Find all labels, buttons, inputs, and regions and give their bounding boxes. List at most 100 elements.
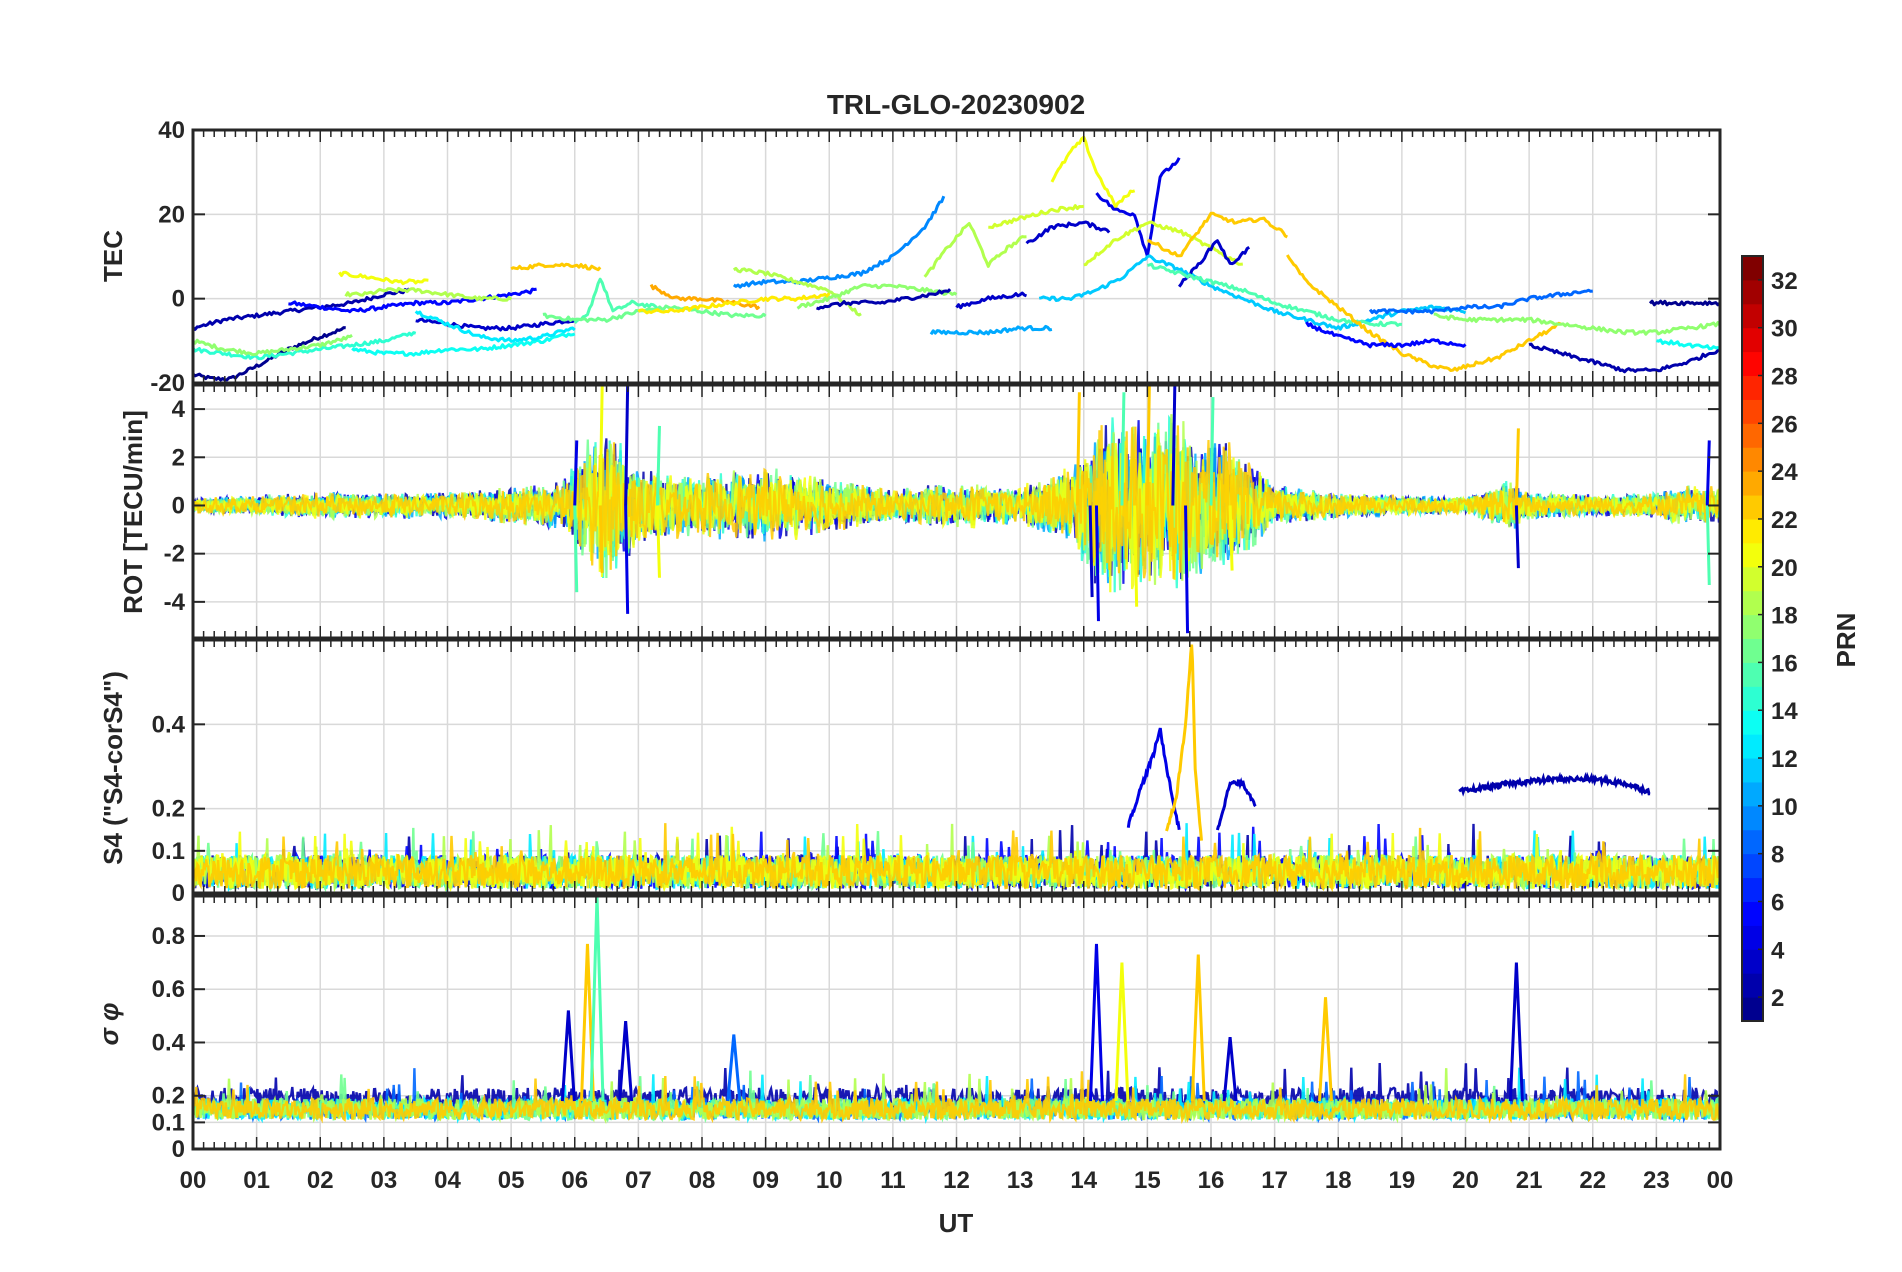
y-tick-label: 0.2 [152, 796, 185, 823]
panel-sigma: 00.10.2 0.4 0.6 0.8 σ φ [94, 894, 1722, 1163]
x-tick-label: 18 [1325, 1167, 1352, 1194]
tec-series-prn-12 [414, 310, 576, 343]
sigma-spike-prn-3 [618, 1021, 634, 1102]
y-tick-label: 0.8 [152, 923, 185, 950]
tec-series-prn-17 [796, 283, 958, 310]
x-tick-label: 20 [1452, 1167, 1479, 1194]
x-tick-label: 16 [1198, 1167, 1225, 1194]
colorbar-tick-label: 26 [1771, 411, 1798, 438]
y-tick-label: 0 [172, 880, 185, 907]
tec-series-prn-5 [1305, 321, 1467, 349]
colorbar-swatch [1742, 495, 1763, 520]
x-tick-label: 01 [243, 1167, 270, 1194]
rot-spike [1145, 385, 1151, 506]
sigma-spike-prn-22 [1190, 954, 1206, 1102]
rot-ylabel: ROT [TECU/min] [118, 410, 148, 614]
x-tick-label: 04 [434, 1167, 461, 1194]
rot-spike [573, 505, 579, 593]
tec-series-prn-22 [1146, 211, 1288, 258]
tec-series-prn-11 [1038, 254, 1467, 331]
rot-spike [1184, 505, 1190, 634]
tec-series-prn-18 [344, 286, 513, 302]
sigma-spike-prn-4 [1088, 943, 1104, 1102]
tec-series-prn-17 [193, 334, 353, 357]
rot-spike [1705, 505, 1711, 586]
colorbar-tick-label: 20 [1771, 555, 1798, 582]
colorbar-tick-label: 2 [1771, 985, 1784, 1012]
tec-series-prn-21 [637, 292, 831, 315]
sigma-spike-prn-3 [1222, 1037, 1238, 1102]
panel-tec-ticks: -20 0 20 40 [150, 117, 1721, 397]
rot-spike [624, 385, 630, 506]
rot-spike [598, 385, 604, 506]
colorbar-frame [1741, 255, 1764, 1022]
s4-ylabel: S4 ("S4-corS4") [98, 671, 128, 865]
tec-series-prn-3 [955, 291, 1028, 310]
tec-series-prn-1 [1648, 299, 1720, 307]
tec-series-prn-22 [510, 262, 602, 272]
rot-spike [1171, 385, 1177, 506]
rot-spike [1705, 440, 1711, 506]
tec-series-prn-16 [542, 304, 767, 323]
tec-series-prn-3 [1178, 239, 1251, 288]
x-tick-label: 21 [1516, 1167, 1543, 1194]
y-tick-label: 20 [158, 201, 185, 228]
colorbar-swatch [1742, 901, 1763, 926]
colorbar-swatch [1742, 566, 1763, 592]
colorbar-tick-label: 14 [1771, 698, 1798, 725]
x-tick-label: 17 [1261, 1167, 1288, 1194]
colorbar-tick-label: 30 [1771, 316, 1798, 343]
rot-spike [655, 505, 661, 578]
rot-spike [1075, 392, 1081, 506]
colorbar-swatch [1742, 375, 1763, 400]
panel-s4: 0 0.1 0.2 0.4 S4 ("S4-corS4") [98, 638, 1722, 907]
colorbar-swatch [1742, 542, 1763, 568]
tec-series-prn-2 [816, 288, 952, 311]
rot-spike [655, 425, 661, 506]
rot-spike [1088, 505, 1094, 598]
x-tick-label: 05 [498, 1167, 525, 1194]
tec-series-prn-13 [351, 332, 576, 357]
colorbar-swatch [1742, 447, 1763, 472]
colorbar-tick-label: 28 [1771, 364, 1798, 391]
x-axis-title: UT [939, 1208, 974, 1238]
tec-series-prn-22 [1286, 254, 1562, 372]
tec-series-prn-10 [929, 324, 1053, 336]
panel-rot-ticks: -4 -2 0 2 4 [164, 385, 1721, 638]
x-tick-labels: 00 01 02 03 04 05 06 07 08 09 10 11 12 13 14 15 16 17 18 19… [180, 1167, 1734, 1194]
x-tick-label: 09 [752, 1167, 779, 1194]
s4-arc-prn-3 [1215, 777, 1257, 831]
tec-series-prn-8 [1368, 288, 1593, 315]
colorbar-swatch [1742, 279, 1763, 305]
colorbar-swatch [1742, 638, 1763, 663]
y-tick-label: 0.1 [152, 1109, 185, 1136]
rot-spike [1133, 505, 1139, 607]
sigma-series-prn-2 [193, 1062, 1720, 1114]
rot-spike [1209, 397, 1215, 506]
panel-rot: -4 -2 0 2 4 ROT [TECU/min] [118, 383, 1722, 640]
panel-sigma-ticks: 00.10.2 0.4 0.6 0.8 [152, 896, 1721, 1163]
x-tick-label: 22 [1579, 1167, 1606, 1194]
colorbar-tick-label: 6 [1771, 889, 1784, 916]
colorbar-swatch [1742, 734, 1763, 759]
s4-arc-prn-4 [1126, 727, 1181, 831]
y-tick-label: 0 [172, 286, 185, 313]
x-tick-label: 19 [1389, 1167, 1416, 1194]
panel-tec-series [193, 135, 1720, 382]
colorbar-swatch [1742, 590, 1763, 616]
y-tick-label: -2 [164, 541, 185, 568]
colorbar-swatch [1742, 614, 1763, 639]
rot-series-prn-22 [193, 425, 1720, 579]
tec-series-prn-2 [193, 287, 411, 331]
colorbar-swatch [1742, 997, 1763, 1022]
tec-series-prn-20 [338, 270, 429, 286]
x-tick-label: 03 [371, 1167, 398, 1194]
x-tick-label: 23 [1643, 1167, 1670, 1194]
colorbar-tick-label: 18 [1771, 603, 1798, 630]
x-tick-label: 14 [1070, 1167, 1097, 1194]
x-tick-label: 10 [816, 1167, 843, 1194]
sigma-series-prn-22 [193, 1071, 1720, 1125]
y-tick-label: -20 [150, 370, 185, 397]
colorbar-swatch [1742, 303, 1763, 329]
tec-series-prn-4 [1095, 157, 1181, 258]
